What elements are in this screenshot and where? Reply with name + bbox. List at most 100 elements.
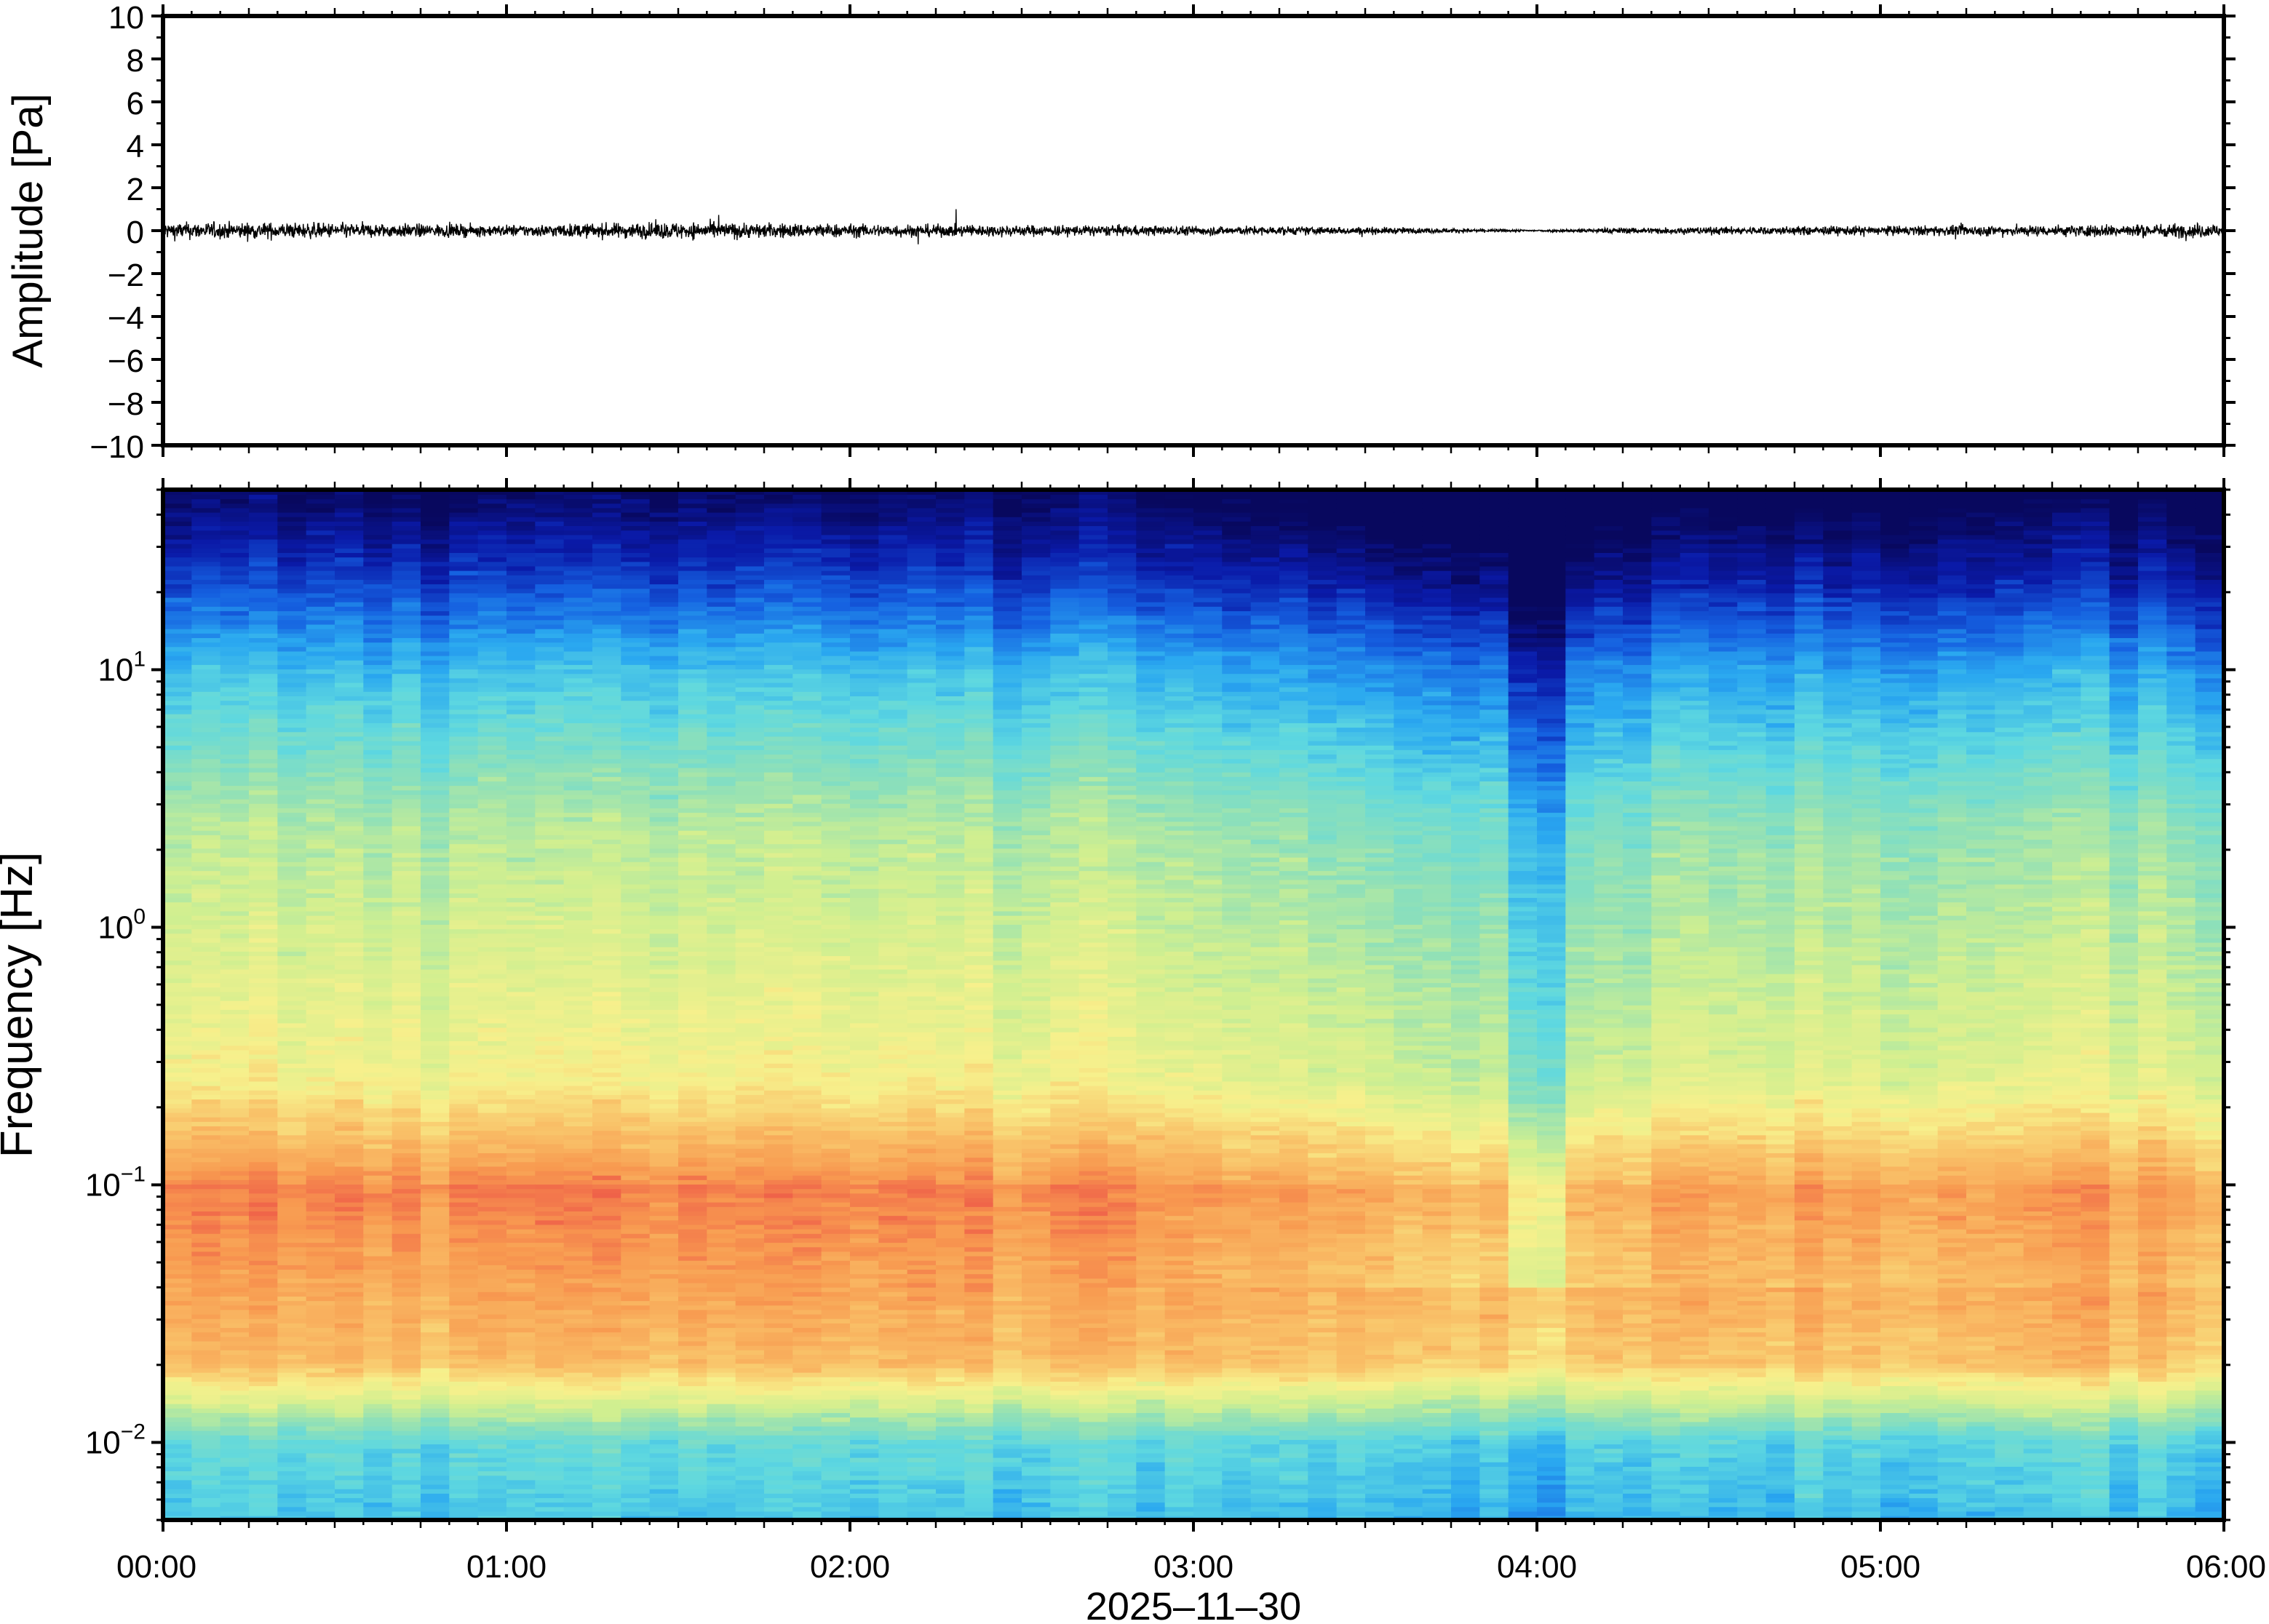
spectrogram-cell xyxy=(535,906,565,912)
spectrogram-cell xyxy=(449,565,479,571)
spectrogram-cell xyxy=(220,924,250,930)
spectrogram-cell xyxy=(335,1327,365,1333)
spectrogram-cell xyxy=(277,883,307,889)
spectrogram-cell xyxy=(363,1309,393,1315)
spectrogram-cell xyxy=(277,1076,307,1082)
spectrogram-cell xyxy=(621,1009,651,1015)
spectrogram-cell xyxy=(163,1309,193,1315)
spectrogram-cell xyxy=(449,951,479,957)
spectrogram-cell xyxy=(249,1265,279,1270)
spectrogram-cell xyxy=(335,763,365,768)
spectrogram-cell xyxy=(707,960,736,966)
spectrogram-cell xyxy=(707,534,736,540)
spectrogram-cell xyxy=(621,552,651,558)
spectrogram-cell xyxy=(477,861,507,867)
spectrogram-cell xyxy=(220,955,250,961)
spectrogram-cell xyxy=(735,1278,765,1283)
spectrogram-cell xyxy=(449,1300,479,1306)
spectrogram-cell xyxy=(335,1417,365,1422)
spectrogram-cell xyxy=(363,1439,393,1445)
spectrogram-cell xyxy=(707,843,736,849)
spectrogram-cell xyxy=(506,933,536,939)
spectrogram-cell xyxy=(392,1211,421,1217)
spectrogram-cell xyxy=(649,624,679,629)
spectrogram-cell xyxy=(563,848,593,853)
spectrogram-cell xyxy=(163,758,193,764)
spectrogram-cell xyxy=(592,785,622,791)
spectrogram-cell xyxy=(306,798,335,804)
spectrogram-cell xyxy=(707,1031,736,1037)
spectrogram-cell xyxy=(678,821,708,827)
spectrogram-cell xyxy=(563,1157,593,1163)
spectrogram-cell xyxy=(306,839,335,845)
spectrogram-cell xyxy=(592,1300,622,1306)
spectrogram-cell xyxy=(249,1193,279,1198)
spectrogram-cell xyxy=(163,1448,193,1454)
spectrogram-cell xyxy=(735,1242,765,1248)
spectrogram-cell xyxy=(477,637,507,643)
spectrogram-cell xyxy=(535,543,565,549)
spectrogram-cell xyxy=(277,933,307,939)
spectrogram-cell xyxy=(678,1058,708,1064)
spectrogram-cell xyxy=(649,744,679,750)
spectrogram-cell xyxy=(421,512,450,517)
spectrogram-cell xyxy=(249,650,279,656)
spectrogram-cell xyxy=(735,835,765,840)
spectrogram-cell xyxy=(678,848,708,853)
spectrogram-cell xyxy=(163,1367,193,1373)
spectrogram-cell xyxy=(249,1242,279,1248)
spectrogram-cell xyxy=(421,1385,450,1391)
spectrogram-cell xyxy=(163,633,193,638)
spectrogram-cell xyxy=(191,1439,221,1445)
waveform-y-tick-label: 0 xyxy=(127,215,144,250)
spectrogram-cell xyxy=(735,1291,765,1297)
spectrogram-cell xyxy=(306,673,335,679)
spectrogram-cell xyxy=(277,512,307,517)
spectrogram-cell xyxy=(421,1107,450,1113)
spectrogram-cell xyxy=(392,1193,421,1198)
spectrogram-cell xyxy=(592,1238,622,1243)
spectrogram-cell xyxy=(277,1457,307,1462)
spectrogram-cell xyxy=(191,1139,221,1145)
spectrogram-cell xyxy=(535,1094,565,1100)
spectrogram-cell xyxy=(277,1014,307,1019)
spectrogram-cell xyxy=(191,982,221,988)
spectrogram-cell xyxy=(335,543,365,549)
spectrogram-cell xyxy=(449,1094,479,1100)
spectrogram-cell xyxy=(678,982,708,988)
spectrogram-cell xyxy=(592,1103,622,1109)
spectrogram-cell xyxy=(563,915,593,920)
spectrogram-cell xyxy=(449,1345,479,1350)
spectrogram-cell xyxy=(191,771,221,777)
spectrogram-cell xyxy=(163,494,193,500)
spectrogram-cell xyxy=(277,1005,307,1010)
spectrogram-cell xyxy=(592,1461,622,1467)
spectrogram-cell xyxy=(421,696,450,701)
spectrogram-cell xyxy=(506,915,536,920)
spectrogram-cell xyxy=(163,696,193,701)
spectrogram-cell xyxy=(335,995,365,1001)
spectrogram-cell xyxy=(707,1286,736,1292)
spectrogram-cell xyxy=(191,848,221,853)
spectrogram-cell xyxy=(335,512,365,517)
spectrogram-cell xyxy=(191,776,221,781)
spectrogram-cell xyxy=(449,1161,479,1167)
spectrogram-cell xyxy=(707,1126,736,1131)
spectrogram-cell xyxy=(678,525,708,531)
spectrogram-cell xyxy=(477,1246,507,1252)
spectrogram-cell xyxy=(421,866,450,872)
spectrogram-cell xyxy=(707,1219,736,1225)
spectrogram-cell xyxy=(392,1350,421,1356)
spectrogram-cell xyxy=(163,937,193,943)
spectrogram-cell xyxy=(392,1157,421,1163)
spectrogram-cell xyxy=(678,928,708,934)
spectrogram-cell xyxy=(535,704,565,710)
spectrogram-cell xyxy=(477,1014,507,1019)
spectrogram-cell xyxy=(477,1049,507,1055)
spectrogram-cell xyxy=(220,1408,250,1414)
spectrogram-cell xyxy=(163,1031,193,1037)
spectrogram-cell xyxy=(421,883,450,889)
spectrogram-cell xyxy=(449,1197,479,1203)
spectrogram-cell xyxy=(563,897,593,903)
spectrogram-cell xyxy=(563,490,593,495)
